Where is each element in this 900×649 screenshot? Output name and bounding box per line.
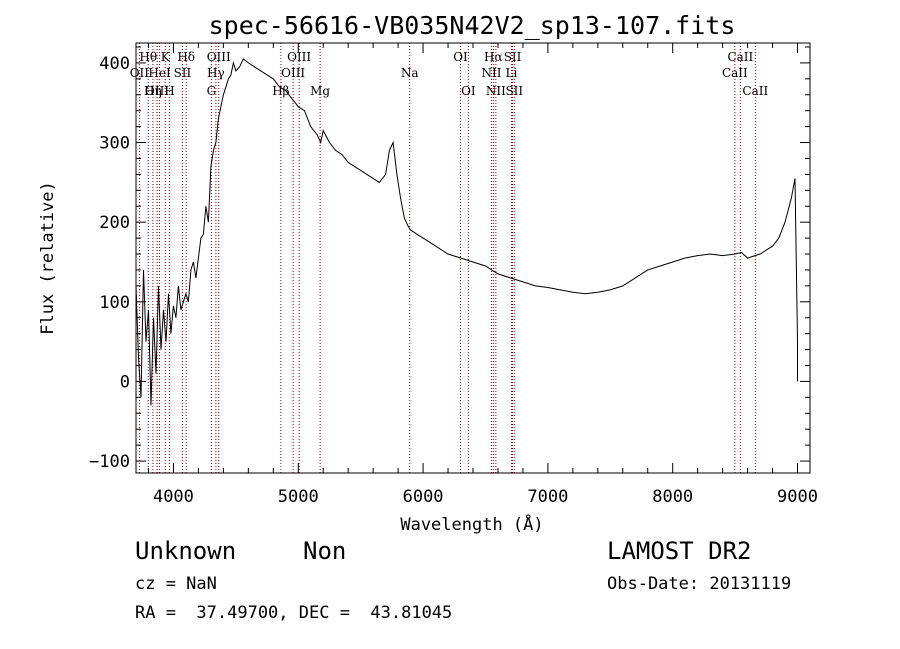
line-label: Hη: [144, 84, 162, 98]
line-label: Na: [401, 66, 419, 80]
spectrum-chart: spec-56616-VB035N42V2_sp13-107.fits Hθ K H…: [38, 11, 818, 535]
x-tick-label: 7000: [527, 487, 568, 507]
line-label: SII: [505, 84, 523, 98]
y-axis: −100 0 100 200 300 400: [89, 46, 810, 472]
line-label: K: [161, 50, 171, 64]
x-tick-label: 9000: [777, 487, 818, 507]
line-label: OI: [461, 84, 476, 98]
line-label: OIII: [287, 50, 311, 64]
line-label: OIII: [207, 50, 231, 64]
x-tick-label: 4000: [153, 487, 194, 507]
line-label: OI: [453, 50, 468, 64]
line-label: NII: [481, 66, 501, 80]
y-tick-label: 100: [99, 293, 130, 313]
x-axis-label: Wavelength (Å): [400, 513, 543, 535]
line-label: SII: [174, 66, 192, 80]
line-label: CaII: [722, 66, 748, 80]
line-label: Hγ: [207, 66, 225, 80]
line-label: Hβ: [272, 84, 289, 98]
line-label: G: [207, 84, 217, 98]
line-label: Hθ: [139, 50, 157, 64]
y-tick-label: 300: [99, 134, 130, 154]
y-tick-label: 400: [99, 54, 130, 74]
survey-name: LAMOST DR2: [607, 537, 752, 565]
x-tick-label: 6000: [403, 487, 444, 507]
x-tick-label: 5000: [278, 487, 319, 507]
y-tick-label: 200: [99, 213, 130, 233]
line-label: Hδ: [177, 50, 195, 64]
line-label: SII: [504, 50, 522, 64]
plot-frame: [135, 42, 811, 474]
ra-dec-readout: RA = 37.49700, DEC = 43.81045: [135, 603, 453, 623]
y-tick-label: 0: [120, 372, 130, 392]
object-subclass: Non: [303, 537, 347, 565]
redshift-readout: cz = NaN: [135, 574, 217, 594]
y-axis-label: Flux (relative): [38, 181, 58, 335]
x-tick-label: 8000: [652, 487, 693, 507]
line-label: HeI: [148, 66, 171, 80]
line-label: Li: [506, 66, 518, 80]
line-label: CaII: [742, 84, 768, 98]
line-label: H: [164, 84, 174, 98]
line-label: OIII: [145, 84, 169, 98]
spectrum-line: [135, 58, 798, 406]
line-label: CaII: [727, 50, 753, 64]
y-tick-label: −100: [89, 452, 130, 472]
x-axis: 4000 5000 6000 7000 8000 9000: [147, 43, 818, 507]
spectrum-series: [135, 58, 798, 406]
observation-date: Obs-Date: 20131119: [607, 574, 792, 594]
object-class: Unknown: [135, 537, 237, 565]
line-label: Mg: [310, 84, 330, 98]
line-label: OIII: [281, 66, 305, 80]
chart-title: spec-56616-VB035N42V2_sp13-107.fits: [209, 11, 736, 40]
line-label: NII: [486, 84, 506, 98]
line-label: OII: [130, 66, 150, 80]
line-label: Hα: [484, 50, 503, 64]
